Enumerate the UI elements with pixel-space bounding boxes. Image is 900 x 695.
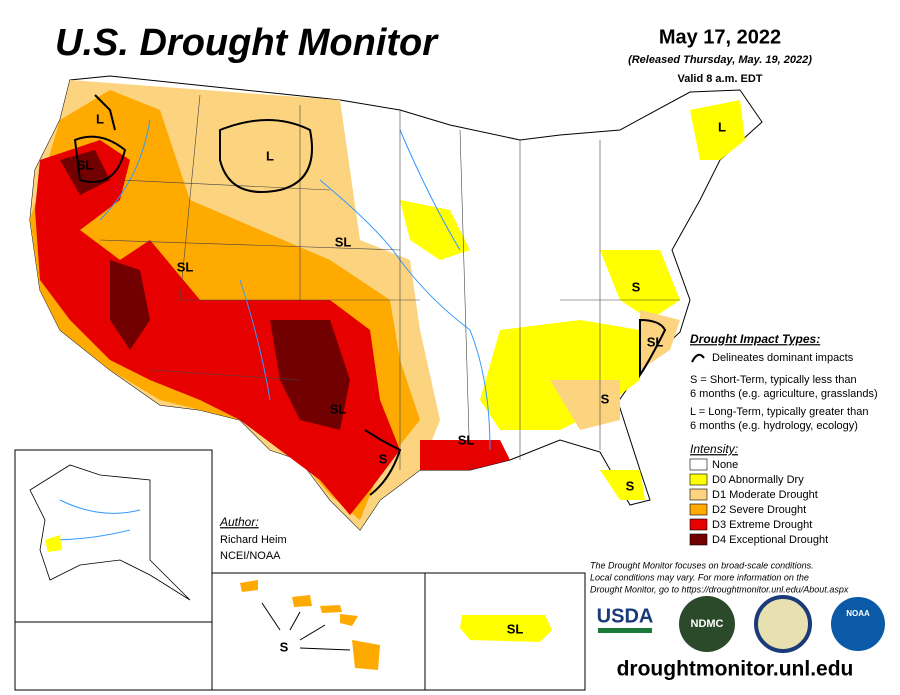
usda-stripe <box>598 628 652 633</box>
d0-area <box>45 535 62 552</box>
alaska-shape <box>29 464 191 601</box>
impact-boundaries <box>73 94 667 496</box>
intensity-swatch <box>689 488 708 501</box>
d2-area <box>550 310 680 430</box>
aleutians-inset <box>14 621 213 691</box>
insets <box>14 449 586 691</box>
ndmc-logo-bg <box>679 596 735 652</box>
legend: Drought Impact Types: Delineates dominan… <box>689 332 878 546</box>
valid: Valid 8 a.m. EDT <box>678 73 763 85</box>
note-line: The Drought Monitor focuses on broad-sca… <box>590 560 814 570</box>
impact-label: SL <box>330 401 347 416</box>
impact-label: S <box>280 639 289 654</box>
intensity-swatch <box>689 518 708 531</box>
impact-label: SL <box>458 432 475 447</box>
intensity-items: None D0 Abnormally Dry D1 Moderate Drought… <box>689 458 828 546</box>
impact-label: L <box>96 111 104 126</box>
logos: USDA NDMC NOAA <box>597 595 885 653</box>
conus-map <box>29 75 763 531</box>
noaa-logo: NOAA <box>846 609 870 618</box>
intensity-swatch <box>689 533 708 546</box>
impact-title: Drought Impact Types: <box>690 332 820 346</box>
puerto-rico <box>460 615 552 642</box>
intensity-label: D2 Severe Drought <box>712 504 806 516</box>
impact-label: L <box>718 119 726 134</box>
author-heading: Author: <box>219 515 259 529</box>
d1-area <box>200 95 320 190</box>
impact-label: SL <box>335 234 352 249</box>
ndmc-logo: NDMC <box>691 618 724 630</box>
impact-label: SL <box>507 621 524 636</box>
intensity-swatch <box>689 458 708 471</box>
rivers <box>99 119 491 451</box>
d3-area <box>420 440 510 470</box>
date: May 17, 2022 <box>659 26 781 48</box>
intensity-swatch <box>689 473 708 486</box>
intensity-label: D0 Abnormally Dry <box>712 474 804 486</box>
author: Author: Richard Heim NCEI/NOAA <box>219 515 287 562</box>
impact-label: S <box>601 391 610 406</box>
intensity-label: D3 Extreme Drought <box>712 519 812 531</box>
hawaii-inset <box>211 572 426 691</box>
impact-label: SL <box>647 334 664 349</box>
noaa-logo-bg <box>831 597 885 651</box>
note-line: Drought Monitor, go to https://droughtmo… <box>590 584 849 594</box>
impact-label: S <box>626 478 635 493</box>
alaska-inset <box>14 449 213 623</box>
map-labels: L SL L SL SL L S SL SL S SL S S S SL <box>77 111 726 654</box>
impact-label: S <box>379 451 388 466</box>
impact-label: SL <box>77 157 94 172</box>
title: U.S. Drought Monitor <box>55 22 439 64</box>
note-line: Local conditions may vary. For more info… <box>590 572 809 582</box>
intensity-label: D4 Exceptional Drought <box>712 534 828 546</box>
d4-area <box>60 150 350 430</box>
impact-line-symbol <box>691 353 705 363</box>
hawaii-islands <box>240 580 380 670</box>
usda-logo: USDA <box>597 605 654 627</box>
short-term: S = Short-Term, typically less than <box>690 374 857 386</box>
intensity-title: Intensity: <box>690 442 738 456</box>
impact-line-text: Delineates dominant impacts <box>712 352 854 364</box>
impact-label: L <box>266 148 274 163</box>
impact-label: SL <box>177 259 194 274</box>
impact-label: S <box>632 279 641 294</box>
intensity-label: D1 Moderate Drought <box>712 489 818 501</box>
author-org: NCEI/NOAA <box>220 550 281 562</box>
note: The Drought Monitor focuses on broad-sca… <box>590 560 849 594</box>
intensity-swatch <box>689 503 708 516</box>
url: droughtmonitor.unl.edu <box>617 658 854 681</box>
doc-seal <box>754 595 812 653</box>
intensity-label: None <box>712 459 738 471</box>
state-lines <box>99 94 680 471</box>
hawaii-pointers <box>261 602 351 651</box>
long-term: L = Long-Term, typically greater than <box>690 406 868 418</box>
released: (Released Thursday, May. 19, 2022) <box>628 54 812 66</box>
author-name: Richard Heim <box>220 534 287 546</box>
long-term: 6 months (e.g. hydrology, ecology) <box>690 420 858 432</box>
d0-area <box>400 100 745 500</box>
short-term: 6 months (e.g. agriculture, grasslands) <box>690 388 878 400</box>
